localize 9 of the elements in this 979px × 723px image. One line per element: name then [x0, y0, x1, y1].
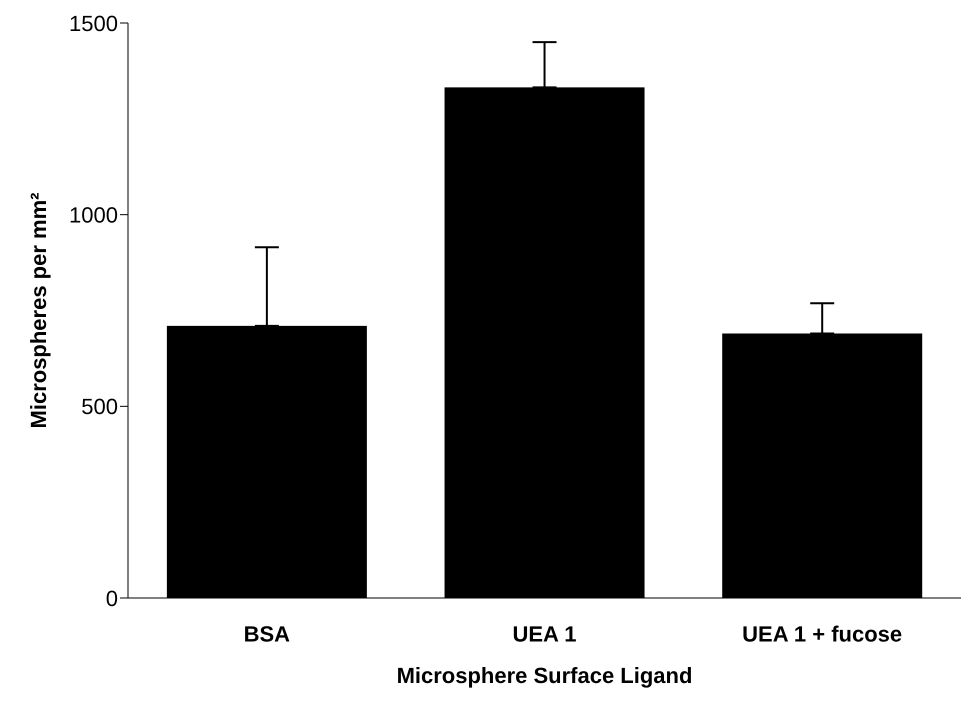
- x-tick-label: UEA 1: [512, 622, 576, 647]
- y-tick-label: 1000: [69, 202, 118, 228]
- x-axis-title: Microsphere Surface Ligand: [396, 663, 692, 688]
- y-tick-label: 1500: [69, 10, 118, 36]
- y-tick-label: 0: [106, 586, 118, 611]
- x-tick-label: UEA 1 + fucose: [742, 622, 902, 647]
- y-axis-title: Microspheres per mm²: [26, 192, 51, 428]
- x-tick-label: BSA: [244, 622, 290, 647]
- y-tick-label: 500: [81, 394, 118, 420]
